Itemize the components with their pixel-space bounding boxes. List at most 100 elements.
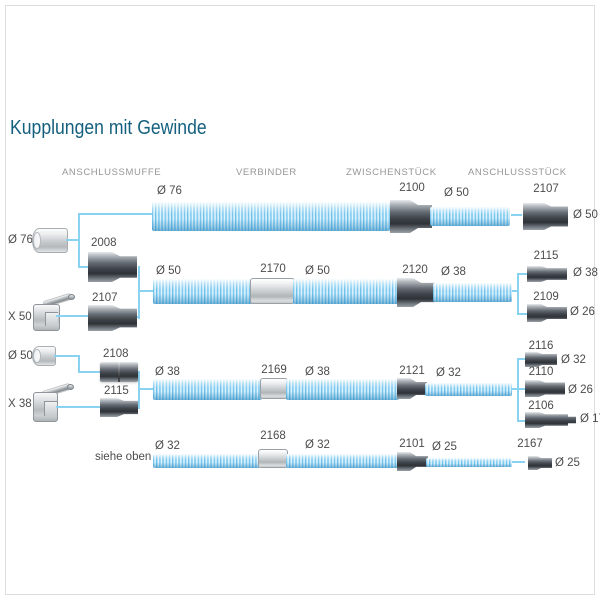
connector-line: [519, 313, 528, 315]
connector-line: [138, 388, 155, 390]
connector-line: [511, 214, 522, 216]
hose-diameter-label: Ø 50: [156, 265, 181, 277]
connector-line: [138, 371, 140, 409]
hose-32: [286, 454, 399, 468]
part-number-2120: 2120: [402, 264, 428, 276]
part-number-2116: 2116: [528, 340, 554, 352]
connector-line: [78, 371, 102, 373]
connector-line: [138, 266, 140, 319]
hose-38: [433, 283, 512, 302]
connector-2168: [258, 449, 288, 468]
page-title: Kupplungen mit Gewinde: [10, 117, 207, 139]
hose-diameter-label: Ø 38: [441, 266, 466, 278]
legend-label-x50: X 50: [8, 311, 32, 323]
part-number-2107: 2107: [92, 292, 118, 304]
connector-2169: [260, 378, 288, 399]
part-number-2107: 2107: [533, 183, 559, 195]
hose-25: [426, 458, 512, 467]
connector-line: [78, 213, 80, 267]
connector-line: [135, 316, 140, 318]
fitting-2106-end: [525, 412, 576, 428]
hose-32: [153, 454, 260, 468]
hose-diameter-label: Ø 32: [436, 367, 461, 379]
end-diameter-label: Ø 38: [573, 267, 598, 279]
page-border: [5, 5, 595, 595]
fitting-2107-muffe: [88, 305, 137, 331]
hose-38: [286, 379, 399, 400]
hose-32: [425, 383, 512, 396]
hose-diameter-label: Ø 76: [157, 185, 182, 197]
hose-diameter-label: Ø 32: [305, 439, 330, 451]
fitting-2008: [88, 252, 137, 282]
connector-line: [78, 213, 154, 215]
end-diameter-label: Ø 26: [570, 306, 595, 318]
connector-line: [519, 273, 528, 275]
fitting-2107-end: [523, 203, 568, 230]
hose-50: [293, 279, 399, 304]
column-header-zwischenstueck: ZWISCHENSTÜCK: [346, 167, 437, 178]
siehe-oben-label: siehe oben: [95, 451, 152, 463]
part-number-2169: 2169: [261, 364, 287, 376]
part-number-2106: 2106: [528, 400, 554, 412]
part-number-2108: 2108: [103, 348, 129, 360]
connector-line: [138, 290, 155, 292]
end-diameter-label: Ø 32: [561, 354, 586, 366]
connector-line: [519, 358, 527, 360]
part-number-2101: 2101: [399, 438, 425, 450]
hose-diameter-label: Ø 38: [155, 366, 180, 378]
fitting-2108: [100, 362, 138, 382]
connector-line: [508, 290, 518, 292]
fitting-2110-end: [525, 380, 565, 397]
cam-lever-coupling-icon: [30, 293, 76, 331]
fitting-2101: [397, 452, 428, 471]
connector-2170: [250, 278, 295, 304]
cam-lever-tip: [68, 294, 75, 300]
fitting-2116-end: [525, 352, 557, 367]
legend-label-x38: X 38: [8, 398, 32, 410]
cam-notch: [45, 312, 58, 326]
connector-line: [66, 239, 79, 241]
legend-label-d50: Ø 50: [8, 350, 33, 362]
fitting-2115-muffe: [100, 398, 138, 417]
part-number-2110: 2110: [528, 366, 554, 378]
hose-76: [152, 202, 390, 231]
part-number-2008: 2008: [91, 237, 117, 249]
part-number-2168: 2168: [260, 430, 286, 442]
part-number-2170: 2170: [260, 263, 286, 275]
column-header-anschlussmuffe: ANSCHLUSSMUFFE: [62, 167, 162, 178]
connector-line: [517, 273, 519, 315]
hose-diameter-label: Ø 38: [305, 366, 330, 378]
fitting-2109-end: [527, 304, 567, 322]
cam-lever-tip: [67, 384, 74, 390]
fitting-2167-end: [528, 456, 552, 470]
fitting-2121: [397, 378, 427, 399]
open-tube-sleeve-icon: [32, 228, 68, 253]
connector-line: [512, 461, 525, 463]
end-diameter-label: Ø 25: [555, 457, 580, 469]
hose-38: [153, 379, 262, 400]
end-diameter-label: Ø 26: [568, 384, 593, 396]
hose-diameter-label: Ø 32: [155, 440, 180, 452]
part-number-2115: 2115: [533, 250, 559, 262]
hose-diameter-label: Ø 25: [432, 441, 457, 453]
cam-lever-coupling-icon: [30, 382, 76, 422]
end-diameter-label: Ø 50: [573, 209, 598, 221]
open-tube-sleeve-icon: [32, 346, 56, 366]
connector-line: [519, 420, 527, 422]
hose-diameter-label: Ø 50: [305, 265, 330, 277]
part-number-2167: 2167: [517, 438, 543, 450]
column-header-verbinder: VERBINDER: [236, 167, 297, 178]
fitting-2100: [390, 200, 432, 233]
part-number-2100: 2100: [399, 182, 425, 194]
connector-line: [517, 358, 519, 422]
cam-notch: [44, 401, 57, 416]
connector-line: [508, 388, 518, 390]
connector-line: [56, 406, 102, 408]
connector-line: [519, 388, 527, 390]
connector-line: [78, 355, 80, 373]
fitting-2115-end: [527, 266, 567, 282]
legend-label-d76: Ø 76: [8, 234, 33, 246]
column-header-anschlussstueck: ANSCHLUSSSTÜCK: [468, 167, 567, 178]
hose-diameter-label: Ø 50: [444, 187, 469, 199]
